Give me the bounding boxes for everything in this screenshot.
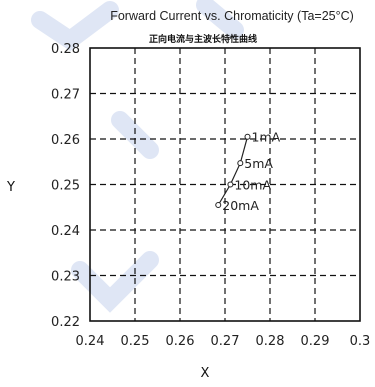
chart-subtitle: 正向电流与主波长特性曲线: [149, 33, 257, 45]
data-point: [237, 160, 244, 167]
x-tick-label: 0.24: [76, 334, 105, 349]
x-axis-label: X: [201, 366, 210, 381]
chart-title: Forward Current vs. Chromaticity (Ta=25°…: [110, 9, 354, 23]
x-tick-label: 0.3: [350, 334, 371, 349]
x-tick-label: 0.25: [121, 334, 150, 349]
grid-lines: [90, 48, 360, 321]
series-line: [217, 136, 249, 206]
x-tick-labels: 0.24 0.25 0.26 0.27 0.28 0.29 0.3: [76, 334, 371, 349]
x-tick-label: 0.29: [301, 334, 330, 349]
series-layer: 1mA 5mA 10mA 20mA: [215, 130, 281, 213]
x-tick-label: 0.28: [256, 334, 285, 349]
data-point-label: 20mA: [222, 198, 259, 213]
y-tick-label: 0.22: [51, 315, 80, 330]
data-point-label: 1mA: [252, 130, 281, 145]
y-tick-label: 0.28: [51, 42, 80, 57]
plot-frame: [89, 47, 361, 322]
y-tick-label: 0.26: [51, 133, 80, 148]
x-tick-label: 0.26: [166, 334, 195, 349]
y-tick-label: 0.27: [51, 88, 80, 103]
y-tick-labels: 0.28 0.27 0.26 0.25 0.24 0.23 0.22: [51, 42, 80, 330]
y-axis-label: Y: [6, 180, 15, 195]
y-tick-label: 0.23: [51, 270, 80, 285]
data-point: [215, 201, 222, 208]
data-point-label: 10mA: [234, 178, 271, 193]
x-tick-label: 0.27: [211, 334, 240, 349]
y-tick-label: 0.24: [51, 224, 80, 239]
data-point: [227, 181, 234, 188]
data-point-label: 5mA: [244, 156, 273, 171]
y-tick-label: 0.25: [51, 179, 80, 194]
data-point: [244, 133, 251, 140]
